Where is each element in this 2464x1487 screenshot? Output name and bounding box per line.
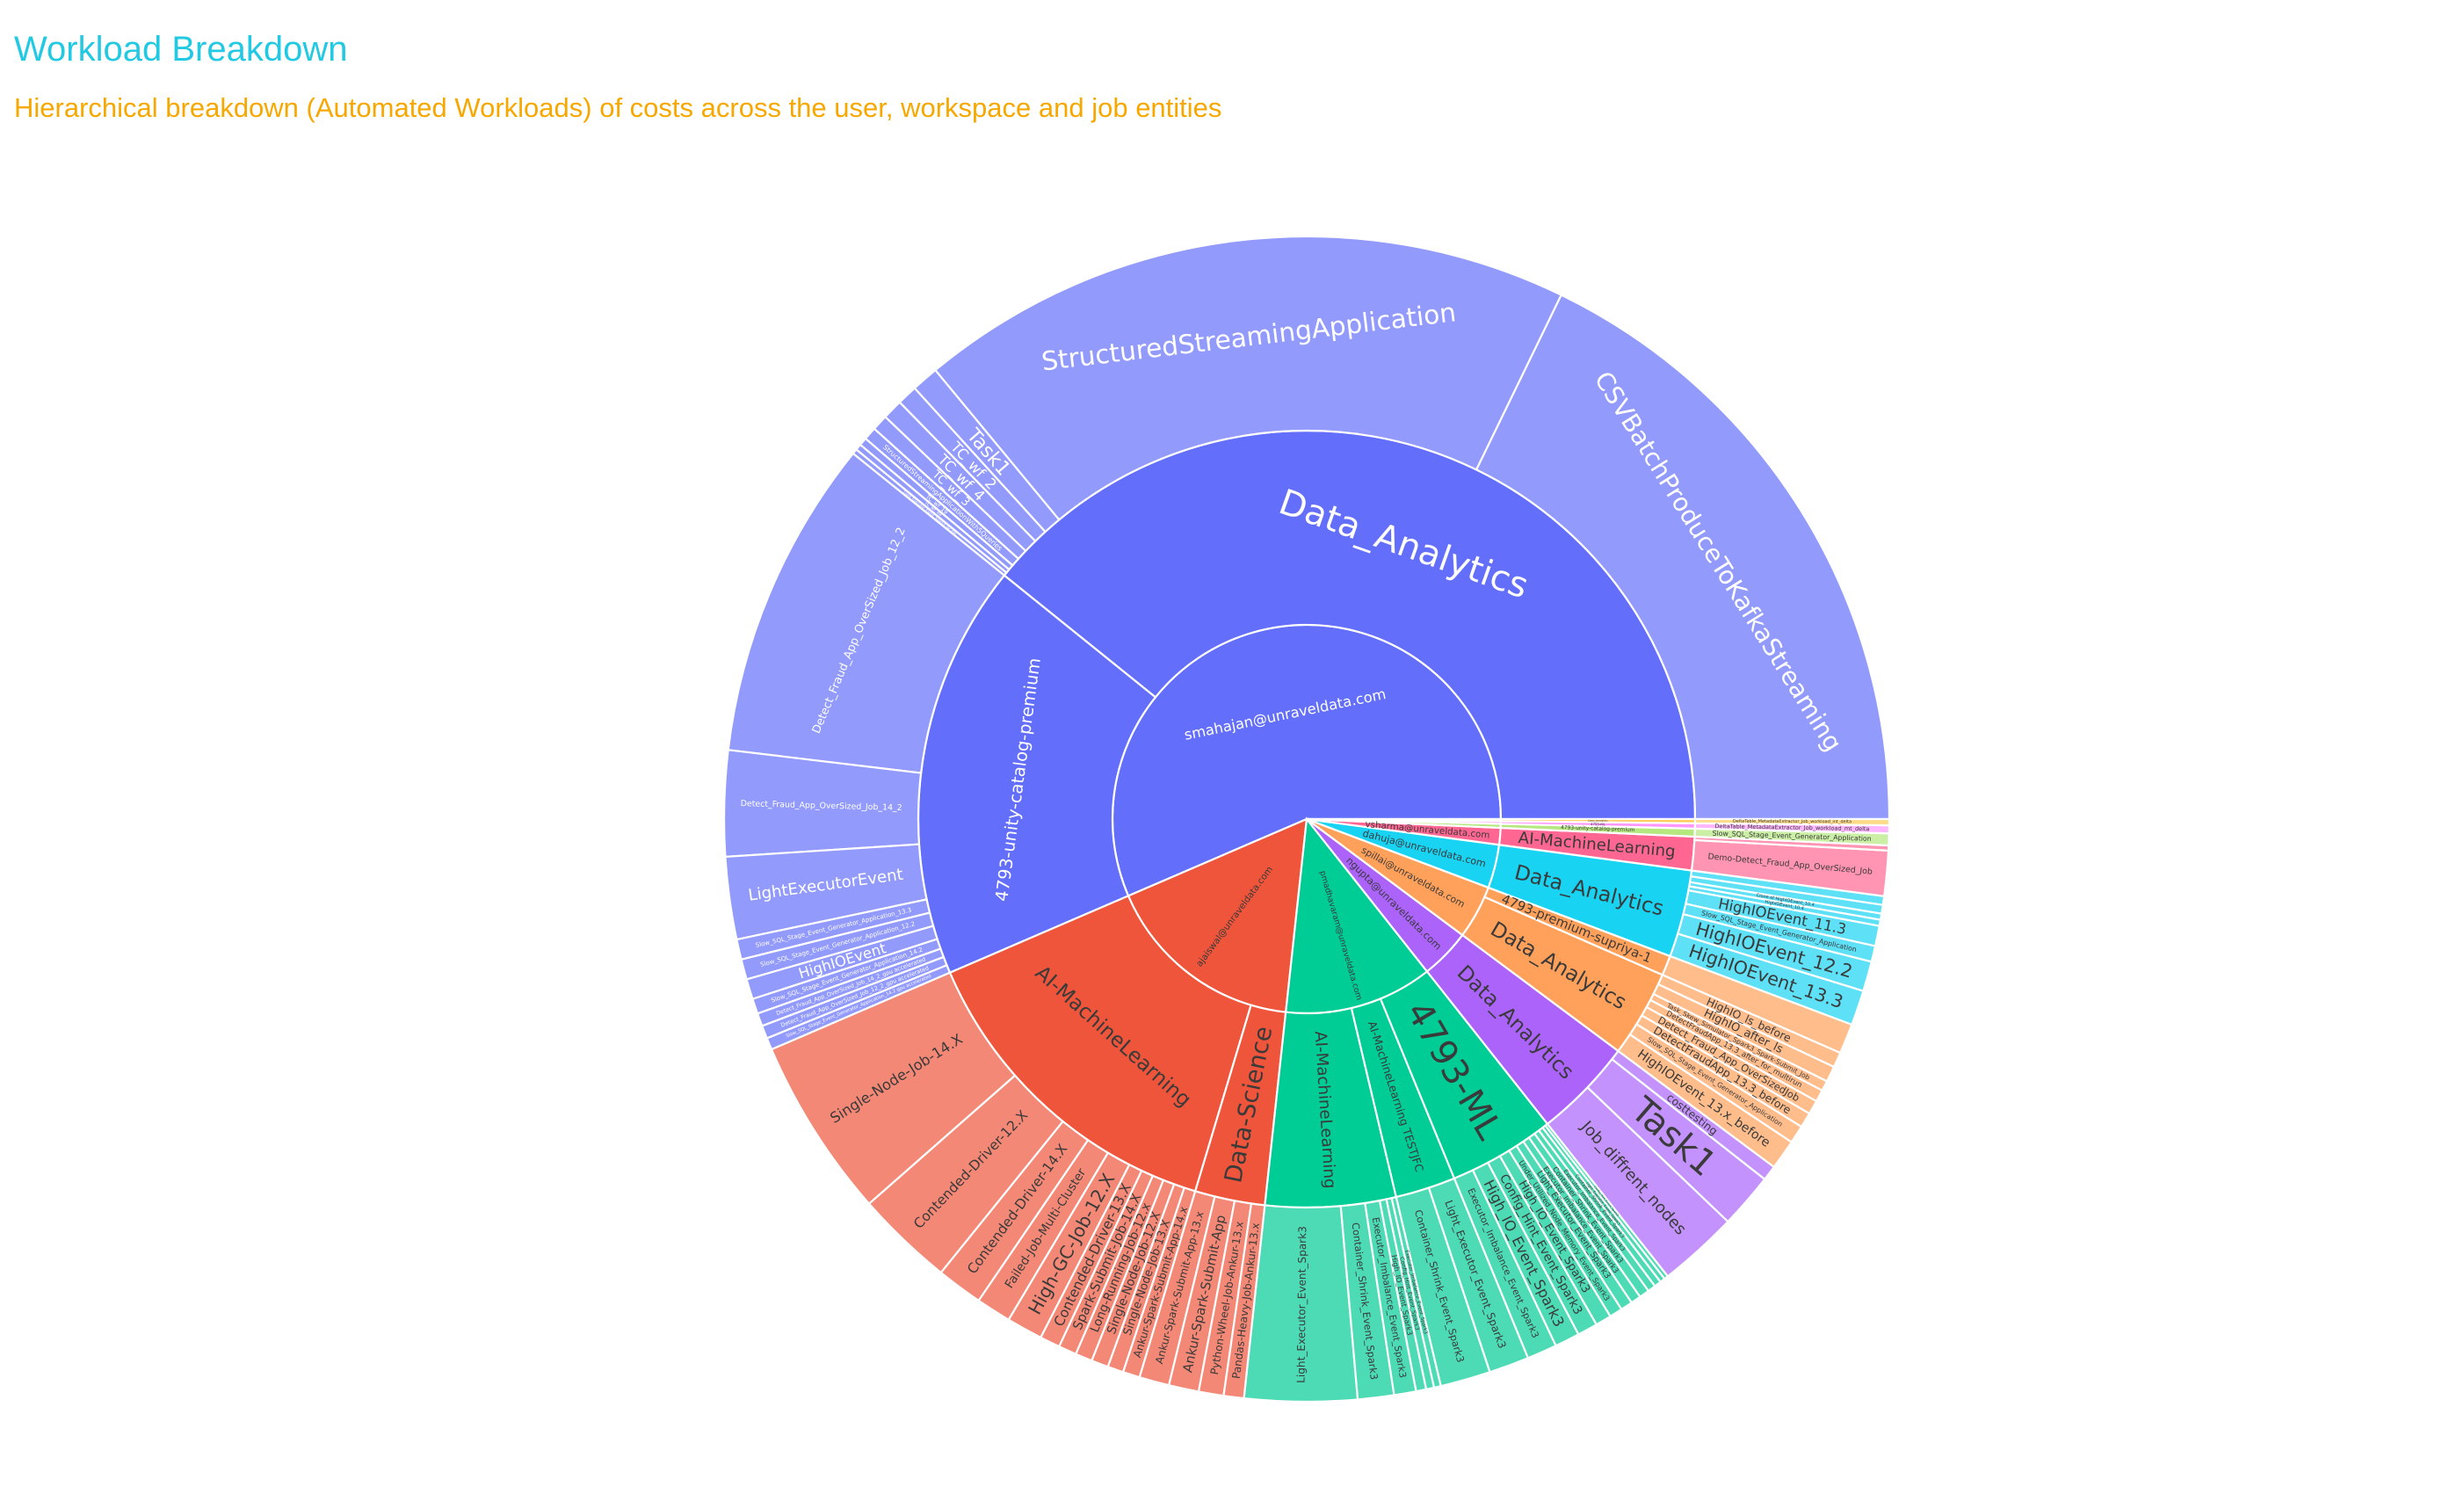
job-segment[interactable] <box>1693 817 1891 827</box>
chart-title: Workload Breakdown <box>14 30 348 69</box>
workspace-label: 4793-ML <box>1591 822 1606 826</box>
job-label: DeltaTable_MetadataExtractor_Job_workloa… <box>1714 823 1869 832</box>
workspace-label: 4793-unity-catalog-premium <box>1561 825 1635 833</box>
job-segment[interactable] <box>933 235 1563 521</box>
chart-subtitle: Hierarchical breakdown (Automated Worklo… <box>14 92 1222 123</box>
sunburst-segments <box>722 235 1891 1404</box>
job-label: DeltaTable_MetadataExtractor_Job_workloa… <box>1733 819 1852 825</box>
job-segment[interactable] <box>1475 294 1891 821</box>
job-label: Detect_Fraud_App_OverSized_Job_14_2 <box>741 799 902 813</box>
job-label: Light_Executor_Event_Spark3 <box>1295 1226 1309 1383</box>
workspace-label: Data_Analytics <box>1588 819 1608 823</box>
